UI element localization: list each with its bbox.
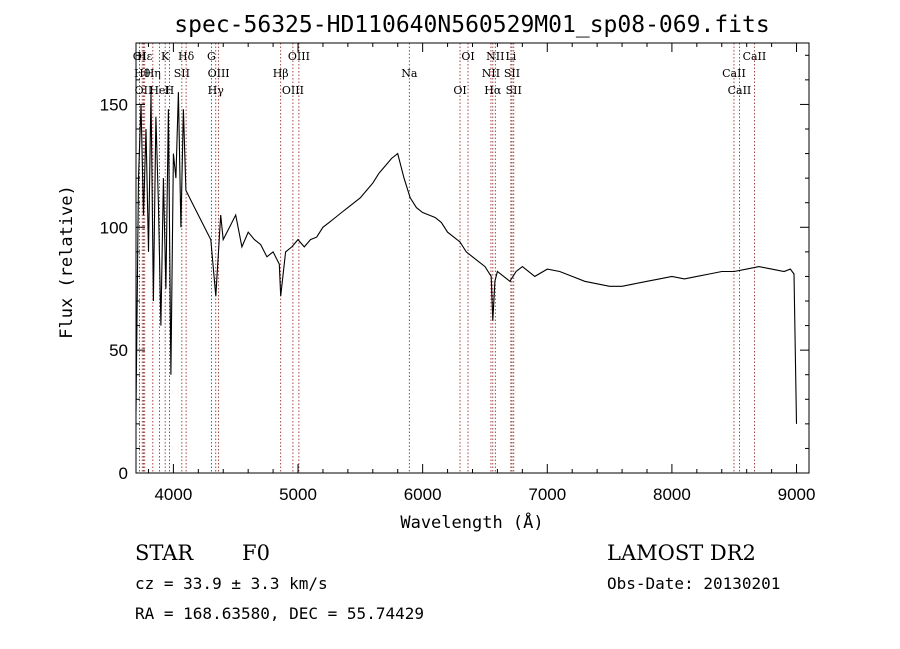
object-subclass: F0 xyxy=(242,541,270,565)
marker-label: HeI xyxy=(149,84,169,97)
marker-label: OIII xyxy=(282,84,304,97)
y-axis-label: Flux (relative) xyxy=(57,185,77,339)
x-axis: 4000 5000 6000 7000 8000 9000 xyxy=(147,43,816,504)
marker-label: Hδ xyxy=(178,50,195,63)
marker-label: SII xyxy=(174,67,190,80)
spectrum-line xyxy=(135,92,798,424)
redshift-cz: cz = 33.9 ± 3.3 km/s xyxy=(135,574,328,593)
marker-label: OIII xyxy=(208,67,230,80)
marker-label: Hα xyxy=(484,84,502,97)
x-tick-label: 7000 xyxy=(528,485,566,504)
marker-label: Hη xyxy=(145,67,161,80)
chart-title: spec-56325-HD110640N560529M01_sp08-069.f… xyxy=(174,12,769,38)
y-axis: 0 50 100 150 xyxy=(100,54,809,483)
object-class: STAR xyxy=(135,541,194,565)
y-tick-label: 150 xyxy=(100,95,128,114)
y-tick-label: 50 xyxy=(109,341,128,360)
marker-label: OII xyxy=(135,84,153,97)
plot-frame xyxy=(135,42,810,474)
marker-label: SII xyxy=(504,67,520,80)
marker-label: H xyxy=(165,84,175,97)
x-axis-label: Wavelength (Å) xyxy=(400,511,543,533)
marker-label: G xyxy=(207,50,216,63)
marker-label: Li xyxy=(505,50,516,63)
marker-label: CaII xyxy=(728,84,752,97)
marker-label: NII xyxy=(486,50,504,63)
marker-label: CaII xyxy=(722,67,746,80)
marker-label: Hβ xyxy=(273,67,289,80)
marker-label: Hθ xyxy=(134,67,151,80)
coordinates: RA = 168.63580, DEC = 55.74429 xyxy=(135,604,424,623)
x-tick-label: 6000 xyxy=(404,485,442,504)
marker-label: SII xyxy=(506,84,522,97)
marker-label: K xyxy=(161,50,170,63)
marker-label: OI xyxy=(461,50,474,63)
marker-label: OIII xyxy=(288,50,310,63)
marker-label: NII xyxy=(482,67,500,80)
marker-label: Hε xyxy=(137,50,153,63)
line-markers xyxy=(139,43,755,473)
x-tick-label: 9000 xyxy=(778,485,816,504)
x-tick-label: 5000 xyxy=(279,485,317,504)
marker-label: Na xyxy=(401,67,418,80)
observation-date: Obs-Date: 20130201 xyxy=(607,574,780,593)
marker-label: CaII xyxy=(743,50,767,63)
y-tick-label: 0 xyxy=(119,464,128,483)
marker-label: Hγ xyxy=(208,84,225,97)
y-tick-label: 100 xyxy=(100,218,128,237)
x-tick-label: 4000 xyxy=(154,485,192,504)
marker-label: OI xyxy=(453,84,466,97)
line-marker-labels: OI Hθ OII Hε Hη HeI K SII H Hδ OIII Hγ G Hβ OIII OIII Na… xyxy=(133,50,766,97)
x-tick-label: 8000 xyxy=(653,485,691,504)
survey-name: LAMOST DR2 xyxy=(607,541,756,565)
